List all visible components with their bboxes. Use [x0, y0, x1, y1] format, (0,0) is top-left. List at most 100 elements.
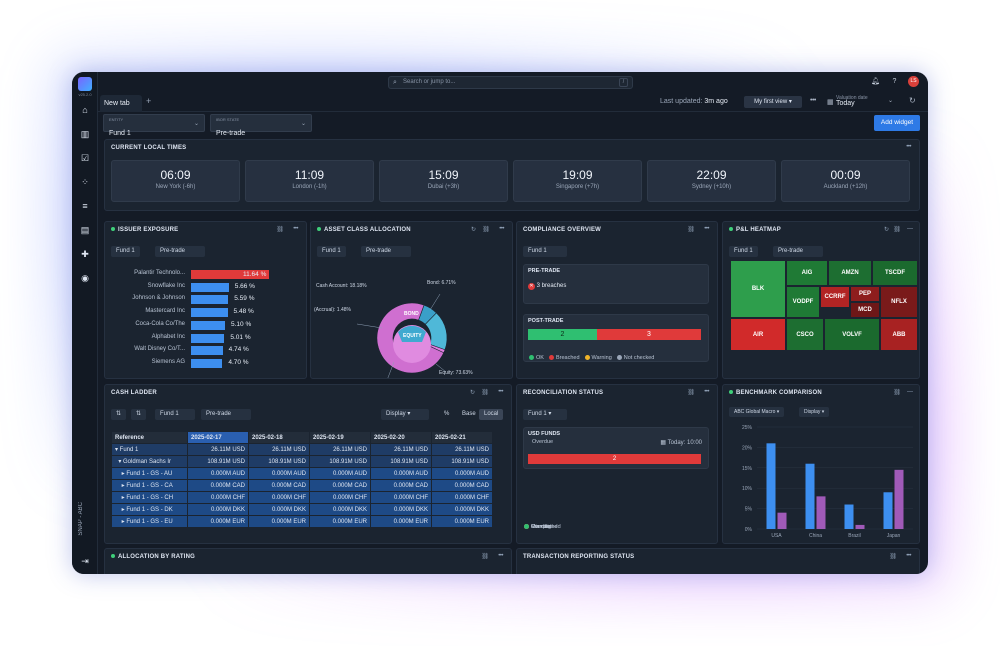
link-icon[interactable]: ⛓ [482, 227, 490, 233]
valuation-date[interactable]: Valuation date Today [836, 95, 868, 107]
more-icon[interactable]: ••• [498, 553, 503, 559]
entity-select[interactable]: ENTITY Fund 1 ⌄ [103, 114, 205, 137]
bar-china-s0[interactable] [805, 463, 815, 529]
heatmap-tile[interactable]: CCRRF [820, 286, 850, 308]
exposure-row[interactable]: Siemens AG 4.70 % [105, 358, 305, 369]
exposure-row[interactable]: Mastercard Inc 5.48 % [105, 308, 305, 318]
list-settings-icon[interactable]: ≡ [82, 201, 88, 211]
minus-icon[interactable]: — [907, 226, 913, 232]
inner-bond-slice[interactable] [398, 325, 426, 342]
table-row[interactable]: ▸ Fund 1 - GS - AU 0.000M AUD 0.000M AUD 0.… [111, 467, 493, 480]
row-reference[interactable]: ▸ Fund 1 - GS - AU [111, 467, 188, 480]
heatmap-tile[interactable]: CSCO [786, 318, 824, 351]
bar-brazil-s1[interactable] [855, 524, 865, 529]
exposure-row[interactable]: Snowflake Inc 5.66 % [105, 282, 305, 293]
link-icon[interactable]: ⛓ [687, 227, 695, 233]
column-header[interactable]: Reference [111, 431, 188, 444]
more-icon[interactable]: ••• [499, 226, 504, 232]
toggle-percent[interactable]: % [444, 411, 450, 417]
column-header[interactable]: 2025-02-21 [431, 431, 493, 444]
refresh-icon[interactable]: ↻ [909, 96, 916, 105]
table-row[interactable]: ▸ Fund 1 - GS - EU 0.000M EUR 0.000M EUR 0.… [111, 515, 493, 528]
more-icon[interactable]: ••• [293, 226, 298, 232]
fund-pill[interactable]: Fund 1 [111, 246, 140, 257]
heatmap-tile[interactable]: BLK [730, 260, 786, 318]
fund-pill[interactable]: Fund 1 [523, 246, 567, 257]
bar-china-s1[interactable] [816, 496, 826, 529]
app-logo[interactable] [78, 77, 92, 91]
exposure-row[interactable]: Walt Disney Co/T... 4.74 % [105, 346, 305, 356]
view-more-icon[interactable]: ••• [810, 97, 816, 104]
more-icon[interactable]: ••• [906, 144, 911, 150]
sort-button-2[interactable]: ⇅ [131, 409, 147, 420]
more-icon[interactable]: ••• [906, 553, 911, 559]
help-icon[interactable]: ? [892, 78, 897, 85]
collapse-icon[interactable]: ⇥ [81, 556, 89, 566]
link-icon[interactable]: ⛓ [481, 554, 489, 560]
unlink-icon[interactable]: ⛓ [889, 554, 897, 560]
state-pill[interactable]: Pre-trade [155, 246, 205, 257]
bar-japan-s0[interactable] [883, 492, 893, 529]
link-icon[interactable]: ⛓ [893, 227, 901, 233]
heatmap-tile[interactable]: VODPF [786, 286, 820, 318]
more-icon[interactable]: ••• [498, 389, 503, 395]
display-select[interactable]: Display ▾ [799, 407, 830, 417]
heatmap-tile[interactable]: TSCDF [872, 260, 918, 286]
table-row[interactable]: ▸ Fund 1 - GS - DK 0.000M DKK 0.000M DKK 0.… [111, 503, 493, 516]
heatmap-tile[interactable]: ABB [880, 318, 918, 351]
puzzle-icon[interactable]: ✚ [81, 249, 89, 259]
heatmap-tile[interactable]: NFLX [880, 286, 918, 318]
heatmap-tile[interactable]: AIR [730, 318, 786, 351]
overdue-bar[interactable]: 2 [528, 454, 701, 464]
row-reference[interactable]: ▸ Fund 1 - GS - CH [111, 491, 188, 504]
link-icon[interactable]: ⛓ [481, 390, 489, 396]
fund-pill[interactable]: Fund 1 [729, 246, 758, 257]
bar-japan-s1[interactable] [894, 469, 904, 529]
table-row[interactable]: ▸ Fund 1 - GS - CA 0.000M CAD 0.000M CAD 0.… [111, 479, 493, 492]
security-icon[interactable]: ◉ [81, 273, 89, 283]
view-selector[interactable]: My first view ▾ [744, 96, 802, 108]
row-reference[interactable]: ▾ Fund 1 [111, 443, 188, 456]
fund-select[interactable]: Fund 1 ▾ [523, 409, 567, 420]
display-select[interactable]: Display ▾ [381, 409, 429, 420]
more-icon[interactable]: ••• [704, 226, 709, 232]
unlink-icon[interactable]: ⛓ [687, 390, 695, 396]
heatmap-tile[interactable]: AMZN [828, 260, 872, 286]
exposure-row[interactable]: Johnson & Johnson 5.59 % [105, 295, 305, 305]
column-header[interactable]: 2025-02-20 [370, 431, 432, 444]
column-header[interactable]: 2025-02-18 [248, 431, 310, 444]
exposure-row[interactable]: Palantir Technolo... 11.64 % [105, 270, 305, 280]
refresh-icon[interactable]: ↻ [469, 390, 475, 396]
bar-usa-s0[interactable] [766, 443, 776, 529]
bell-icon[interactable]: 🔔︎ [871, 78, 880, 85]
toggle-local[interactable]: Local [479, 409, 504, 420]
state-pill[interactable]: Pre-trade [361, 246, 411, 257]
more-icon[interactable]: ••• [704, 389, 709, 395]
sort-button[interactable]: ⇅ [111, 409, 127, 420]
ok-bar[interactable]: 2 [528, 329, 597, 340]
ibor-state-select[interactable]: IBOR STATE Pre-trade ⌄ [210, 114, 312, 137]
fund-pill[interactable]: Fund 1 [155, 409, 195, 420]
benchmark-select[interactable]: ABC Global Macro ▾ [729, 407, 785, 417]
heatmap-tile[interactable]: VOLVF [824, 318, 880, 351]
heatmap-tile[interactable]: PEP [850, 286, 880, 302]
table-row[interactable]: ▾ Fund 1 26.11M USD 26.11M USD 26.11M USD 26… [111, 443, 493, 456]
state-pill[interactable]: Pre-trade [201, 409, 251, 420]
refresh-icon[interactable]: ↻ [883, 227, 889, 233]
fund-pill[interactable]: Fund 1 [317, 246, 346, 257]
table-row[interactable]: ▾ Goldman Sachs Ir 108.91M USD 108.91M USD… [111, 455, 493, 468]
row-reference[interactable]: ▸ Fund 1 - GS - EU [111, 515, 188, 528]
row-reference[interactable]: ▾ Goldman Sachs Ir [111, 455, 188, 468]
bar-brazil-s0[interactable] [844, 504, 854, 529]
share-icon[interactable]: ⁘ [81, 177, 89, 187]
exposure-row[interactable]: Coca-Cola Co/The 5.10 % [105, 320, 305, 331]
toggle-base[interactable]: Base [462, 411, 476, 417]
row-reference[interactable]: ▸ Fund 1 - GS - CA [111, 479, 188, 492]
row-reference[interactable]: ▸ Fund 1 - GS - DK [111, 503, 188, 516]
breached-bar[interactable]: 3 [597, 329, 701, 340]
home-icon[interactable]: ⌂ [82, 105, 88, 115]
heatmap-tile[interactable]: AIG [786, 260, 828, 286]
bank-icon[interactable]: ▥ [80, 129, 90, 139]
document-icon[interactable]: ▤ [80, 225, 90, 235]
exposure-row[interactable]: Alphabet Inc 5.01 % [105, 333, 305, 344]
